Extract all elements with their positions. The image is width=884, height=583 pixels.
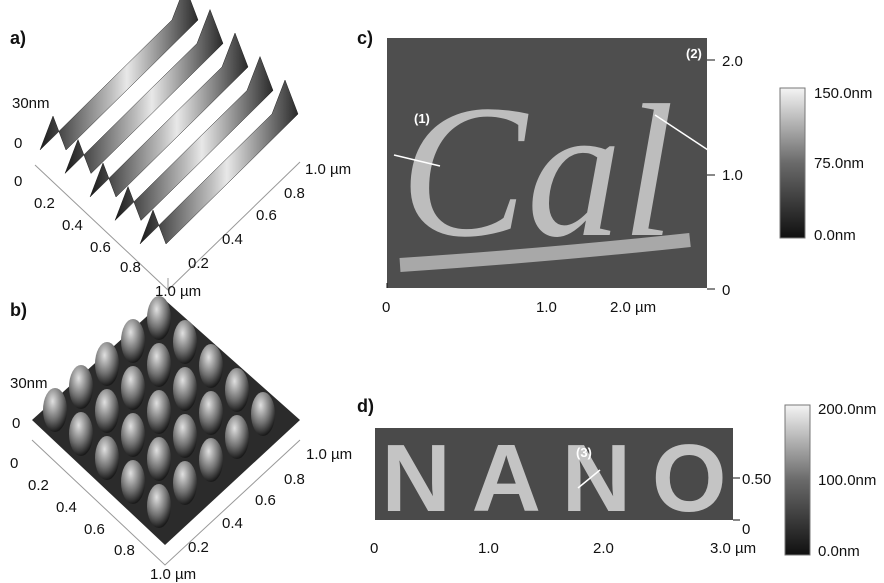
bump (173, 320, 197, 364)
panel-label: b) (10, 300, 27, 320)
bump (121, 319, 145, 363)
tick-label: 1.0 (536, 299, 557, 316)
tick-label: 0 (742, 521, 750, 538)
bump (225, 368, 249, 412)
bump (251, 392, 275, 436)
tick-label: 0 (722, 282, 730, 299)
tick-label: 0 (14, 173, 22, 190)
tick-label: 0.4 (222, 231, 243, 248)
bump (147, 343, 171, 387)
tick-label: 0.8 (284, 185, 305, 202)
tick-label: 1.0 (722, 167, 743, 184)
tick-label: 0.4 (62, 217, 83, 234)
panel-label: d) (357, 396, 374, 416)
tick-label: 0.8 (120, 259, 141, 276)
figure: a) 30nm 0 0 0.2 0.4 0.6 0.8 1.0 µm 0.2 0… (0, 0, 884, 583)
bump (69, 412, 93, 456)
bump (147, 437, 171, 481)
tick-label: 0.6 (255, 492, 276, 509)
bump (173, 367, 197, 411)
tick-label: 0 (370, 540, 378, 557)
colorbar-label: 200.0nm (818, 401, 876, 418)
bump (95, 389, 119, 433)
colorbar (785, 405, 810, 555)
tick-label: 2.0 (593, 540, 614, 557)
tick-label: 1.0 µm (305, 161, 351, 178)
tick-label: 0.2 (34, 195, 55, 212)
colorbar-label: 75.0nm (814, 155, 864, 172)
panel-label: a) (10, 28, 26, 48)
bump (147, 484, 171, 528)
colorbar (780, 88, 805, 238)
tick-label: 0.4 (56, 499, 77, 516)
tick-label: 0.6 (256, 207, 277, 224)
colorbar-label: 100.0nm (818, 472, 876, 489)
annotation: (1) (414, 111, 430, 126)
colorbar-label: 150.0nm (814, 85, 872, 102)
tick-label: 0.50 (742, 471, 771, 488)
colorbar-label: 0.0nm (814, 227, 856, 244)
bump (121, 413, 145, 457)
tick-label: 0 (10, 455, 18, 472)
bump (95, 436, 119, 480)
bump (147, 296, 171, 340)
tick-label: 0.2 (188, 539, 209, 556)
z-zero: 0 (14, 135, 22, 152)
bump (173, 414, 197, 458)
tick-label: 0 (382, 299, 390, 316)
z-label: 30nm (10, 375, 48, 392)
annotation: (3) (576, 445, 592, 460)
bump (43, 388, 67, 432)
tick-label: 0.6 (90, 239, 111, 256)
tick-label: 0.4 (222, 515, 243, 532)
tick-label: 3.0 µm (710, 540, 756, 557)
tick-label: 1.0 µm (150, 566, 196, 583)
bump (147, 390, 171, 434)
z-label: 30nm (12, 95, 50, 112)
bump (121, 460, 145, 504)
bump (95, 342, 119, 386)
bump (199, 438, 223, 482)
tick-label: 0.2 (188, 255, 209, 272)
annotation: (2) (686, 46, 702, 61)
tick-label: 0.8 (284, 471, 305, 488)
bump (121, 366, 145, 410)
bump (69, 365, 93, 409)
bump (225, 415, 249, 459)
tick-label: 2.0 (722, 53, 743, 70)
tick-label: 0.6 (84, 521, 105, 538)
z-zero: 0 (12, 415, 20, 432)
tick-label: 2.0 µm (610, 299, 656, 316)
bump (173, 461, 197, 505)
bump (199, 344, 223, 388)
colorbar-label: 0.0nm (818, 543, 860, 560)
tick-label: 1.0 µm (306, 446, 352, 463)
tick-label: 0.8 (114, 542, 135, 559)
panel-a (35, 0, 300, 290)
tick-label: 0.2 (28, 477, 49, 494)
panel-label: c) (357, 28, 373, 48)
tick-label: 1.0 (478, 540, 499, 557)
bump (199, 391, 223, 435)
panel-b (32, 296, 300, 565)
